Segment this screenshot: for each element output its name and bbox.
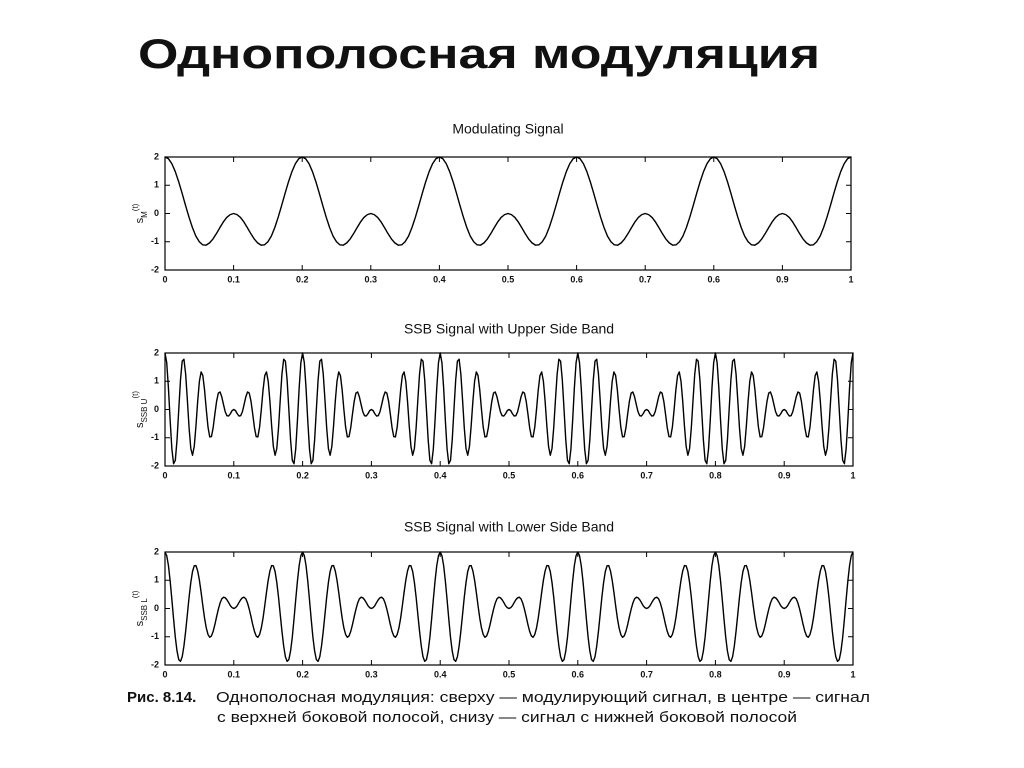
y-tick-label: -1: [151, 631, 159, 641]
chart-title: SSB Signal with Upper Side Band: [404, 321, 614, 337]
x-tick-label: 0.9: [778, 669, 791, 679]
y-tick-label: 0: [154, 208, 159, 218]
y-axis-label: sSSB L(t): [131, 590, 149, 626]
y-label-symbol: s: [134, 422, 146, 428]
x-tick-label: 0.1: [228, 470, 241, 480]
chart-title: SSB Signal with Lower Side Band: [404, 519, 614, 535]
y-label-subscript: M: [140, 211, 149, 218]
chart-title: Modulating Signal: [452, 121, 563, 137]
x-tick-label: 0.7: [640, 669, 653, 679]
y-label-subscript: SSB L: [140, 598, 149, 621]
x-tick-label: 0.6: [572, 470, 585, 480]
x-tick-label: 0.7: [640, 470, 653, 480]
x-tick-label: 0.8: [709, 669, 722, 679]
x-tick-label: 1: [848, 274, 853, 284]
y-label-argument: (t): [131, 590, 140, 598]
x-tick-label: 0.7: [639, 274, 652, 284]
y-tick-label: 1: [154, 376, 159, 386]
x-tick-label: 0.5: [503, 669, 516, 679]
y-tick-label: 0: [154, 603, 159, 613]
x-tick-label: 0.2: [296, 470, 309, 480]
y-label-subscript: SSB U: [140, 398, 149, 422]
caption-label: Рис. 8.14.: [127, 689, 196, 706]
caption-line: Однополосная модуляция: сверху — модулир…: [216, 689, 870, 706]
x-tick-label: 0.3: [365, 274, 378, 284]
x-tick-label: 0.3: [365, 470, 378, 480]
x-tick-label: 0.4: [434, 669, 447, 679]
y-label-symbol: s: [134, 620, 146, 626]
y-tick-label: 2: [154, 546, 159, 556]
x-tick-label: 0: [162, 274, 167, 284]
x-tick-label: 0.5: [503, 470, 516, 480]
x-tick-label: 0.6: [708, 274, 721, 284]
y-label-argument: (t): [131, 203, 140, 211]
y-tick-label: -2: [151, 264, 159, 274]
y-tick-label: -1: [151, 236, 159, 246]
x-tick-label: 0.2: [296, 669, 309, 679]
x-tick-label: 0.1: [228, 669, 241, 679]
x-tick-label: 1: [850, 669, 855, 679]
y-tick-label: 1: [154, 180, 159, 190]
x-tick-label: 0.6: [572, 669, 585, 679]
x-tick-label: 1: [850, 470, 855, 480]
y-label-argument: (t): [131, 391, 140, 399]
y-tick-label: -2: [151, 460, 159, 470]
y-tick-label: 2: [154, 347, 159, 357]
x-tick-label: 0: [162, 470, 167, 480]
x-tick-label: 0.4: [433, 274, 446, 284]
x-tick-label: 0.2: [296, 274, 309, 284]
y-tick-label: 1: [154, 575, 159, 585]
x-tick-label: 0.4: [434, 470, 447, 480]
x-tick-label: 0.8: [709, 470, 722, 480]
slide-title: Однополосная модуляция: [138, 30, 820, 77]
x-tick-label: 0: [162, 669, 167, 679]
y-label-symbol: s: [134, 217, 146, 223]
y-tick-label: -2: [151, 659, 159, 669]
x-tick-label: 0.9: [778, 470, 791, 480]
caption-line: с верхней боковой полосой, снизу — сигна…: [217, 709, 797, 726]
y-axis-label: sSSB U(t): [131, 391, 149, 428]
y-tick-label: 0: [154, 404, 159, 414]
signal-line: [164, 156, 852, 246]
x-tick-label: 0.9: [776, 274, 789, 284]
x-tick-label: 0.3: [365, 669, 378, 679]
x-tick-label: 0.6: [570, 274, 583, 284]
y-axis-label: sM(t): [131, 203, 149, 223]
y-tick-label: -1: [151, 432, 159, 442]
x-tick-label: 0.1: [227, 274, 240, 284]
x-tick-label: 0.5: [502, 274, 515, 284]
signal-line: [164, 551, 854, 663]
y-tick-label: 2: [154, 151, 159, 161]
signal-line: [164, 352, 854, 465]
